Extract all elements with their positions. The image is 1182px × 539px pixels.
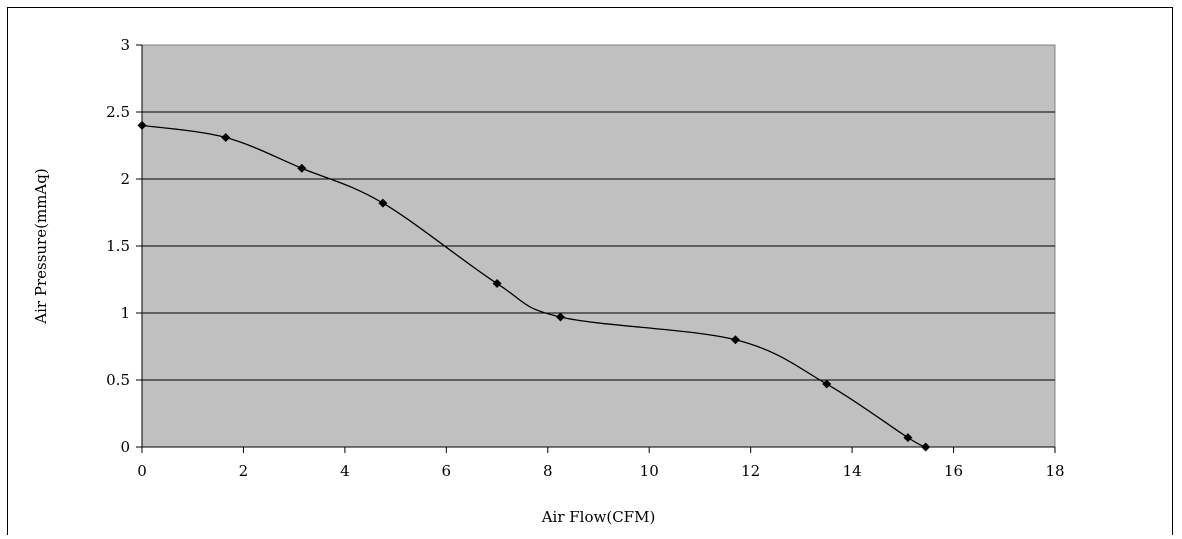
gridlines bbox=[142, 111, 1055, 381]
x-tick-label: 2 bbox=[239, 462, 249, 480]
data-point-marker bbox=[921, 442, 931, 452]
x-tick-label: 14 bbox=[843, 462, 862, 480]
data-point-marker bbox=[903, 433, 913, 443]
y-tick-label: 2 bbox=[120, 170, 130, 188]
y-tick-label: 1.5 bbox=[106, 237, 130, 255]
markers bbox=[137, 120, 931, 452]
x-tick-label: 12 bbox=[741, 462, 760, 480]
series-line bbox=[141, 124, 926, 448]
data-point-marker bbox=[297, 163, 307, 173]
y-tick-label: 3 bbox=[120, 36, 130, 54]
data-point-marker bbox=[730, 335, 740, 345]
chart-svg: 0 0.5 1 1.5 2 2.5 3 0 2 4 6 8 10 12 14 16 18 Air Flow(CF… bbox=[32, 36, 1065, 526]
data-point-marker bbox=[555, 312, 565, 322]
series-line-group bbox=[141, 124, 926, 448]
x-tick-label: 0 bbox=[137, 462, 147, 480]
x-tick-label: 8 bbox=[543, 462, 553, 480]
x-tick-label: 6 bbox=[442, 462, 452, 480]
y-tick-label: 2.5 bbox=[106, 103, 130, 121]
ticks: 0 0.5 1 1.5 2 2.5 3 0 2 4 6 8 10 12 14 16 18 bbox=[106, 36, 1064, 480]
x-axis-label: Air Flow(CFM) bbox=[541, 508, 656, 526]
y-tick-label: 0.5 bbox=[106, 371, 130, 389]
x-tick-label: 18 bbox=[1045, 462, 1064, 480]
data-point-marker bbox=[492, 279, 502, 289]
data-point-marker bbox=[822, 379, 832, 389]
data-point-marker bbox=[221, 132, 231, 142]
data-point-marker bbox=[378, 198, 388, 208]
y-axis-label: Air Pressure(mmAq) bbox=[32, 168, 50, 324]
data-point-marker bbox=[137, 120, 147, 130]
y-tick-label: 0 bbox=[120, 438, 130, 456]
x-tick-label: 4 bbox=[340, 462, 350, 480]
chart-frame: 0 0.5 1 1.5 2 2.5 3 0 2 4 6 8 10 12 14 16 18 Air Flow(CF… bbox=[7, 7, 1173, 535]
y-tick-label: 1 bbox=[120, 304, 130, 322]
x-tick-label: 16 bbox=[944, 462, 963, 480]
x-tick-label: 10 bbox=[640, 462, 659, 480]
